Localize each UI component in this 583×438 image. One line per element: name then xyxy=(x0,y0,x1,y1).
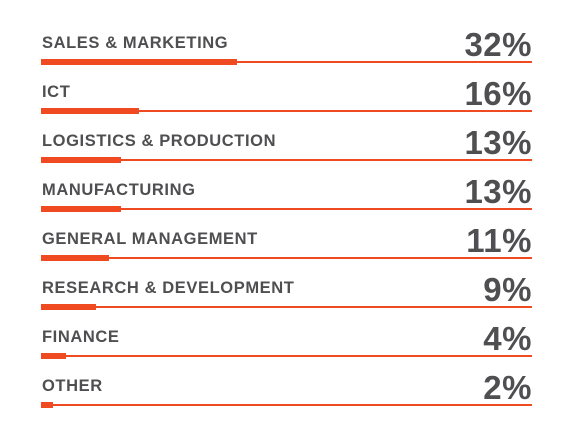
chart-row: GENERAL MANAGEMENT 11% xyxy=(41,212,532,261)
value-label: 9% xyxy=(483,271,532,308)
bar-fill xyxy=(41,353,66,359)
value-label: 13% xyxy=(464,124,532,161)
bar-fill xyxy=(41,304,96,310)
chart-row: FINANCE 4% xyxy=(41,310,532,359)
bar-track xyxy=(41,206,532,212)
category-label: RESEARCH & DEVELOPMENT xyxy=(42,279,295,297)
category-label: FINANCE xyxy=(42,328,120,346)
category-label: OTHER xyxy=(42,377,103,395)
category-label: LOGISTICS & PRODUCTION xyxy=(42,132,277,150)
value-label: 16% xyxy=(464,75,532,112)
value-label: 32% xyxy=(464,26,532,63)
bar-track xyxy=(41,304,532,310)
bar-fill xyxy=(41,206,121,212)
bar-fill xyxy=(41,402,53,408)
category-label: ICT xyxy=(42,83,71,101)
value-label: 4% xyxy=(483,320,532,357)
bar-fill xyxy=(41,108,139,114)
category-label: MANUFACTURING xyxy=(42,181,196,199)
chart-row: RESEARCH & DEVELOPMENT 9% xyxy=(41,261,532,310)
chart-row: MANUFACTURING 13% xyxy=(41,163,532,212)
value-label: 13% xyxy=(464,173,532,210)
bar-track xyxy=(41,59,532,65)
bar-track xyxy=(41,353,532,359)
bar-track xyxy=(41,157,532,163)
chart-row: SALES & MARKETING 32% xyxy=(41,16,532,65)
bar-track xyxy=(41,402,532,408)
value-label: 2% xyxy=(483,369,532,406)
chart-row: LOGISTICS & PRODUCTION 13% xyxy=(41,114,532,163)
category-label: SALES & MARKETING xyxy=(42,34,229,52)
value-label: 11% xyxy=(466,222,532,259)
percentage-bar-chart: SALES & MARKETING 32% ICT 16% LOGISTICS & PR… xyxy=(41,0,532,438)
bar-track xyxy=(41,108,532,114)
bar-track xyxy=(41,255,532,261)
bar-fill xyxy=(41,157,121,163)
category-label: GENERAL MANAGEMENT xyxy=(42,230,258,248)
chart-row: OTHER 2% xyxy=(41,359,532,408)
bar-fill xyxy=(41,255,109,261)
bar-fill xyxy=(41,59,237,65)
chart-row: ICT 16% xyxy=(41,65,532,114)
